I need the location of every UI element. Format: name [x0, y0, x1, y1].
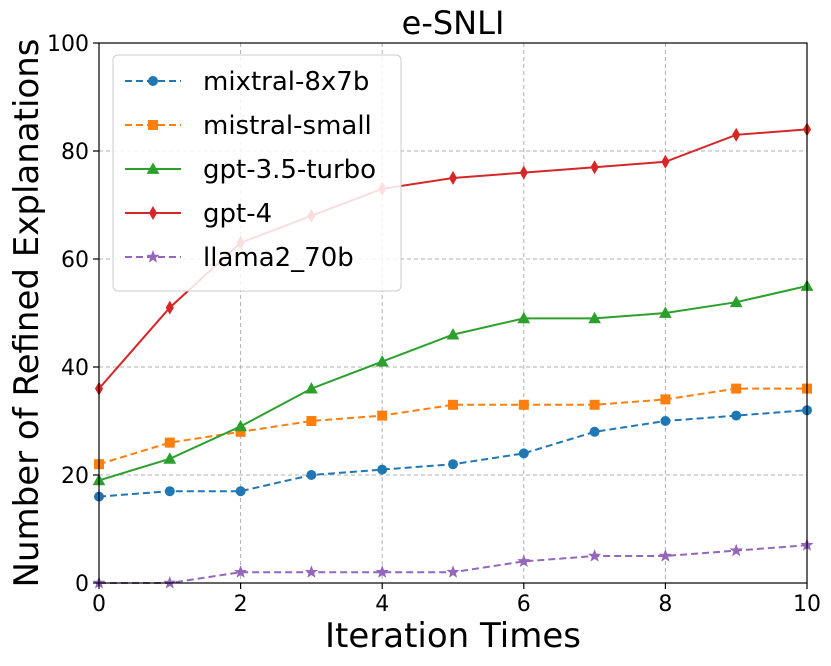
legend-box [112, 54, 402, 292]
series-gpt-3.5-turbo [92, 279, 814, 486]
data-point [164, 486, 175, 497]
y-tick-label: 20 [61, 464, 89, 489]
data-point [375, 355, 389, 367]
legend-item: mixtral-8x7b [125, 67, 369, 97]
data-point [517, 554, 531, 568]
data-point [448, 399, 458, 410]
data-point [304, 565, 318, 578]
data-point [234, 565, 248, 578]
data-point [518, 448, 529, 459]
legend-marker [148, 206, 158, 220]
data-point [732, 127, 741, 142]
y-tick-label: 80 [61, 140, 89, 165]
x-tick-label: 2 [234, 592, 248, 617]
series-line [98, 387, 807, 466]
data-point [729, 295, 743, 308]
data-point [377, 464, 388, 475]
data-point [731, 410, 742, 421]
data-point [519, 165, 528, 180]
data-point [660, 394, 671, 405]
data-point [660, 416, 671, 426]
data-point [164, 437, 175, 448]
chart-title: e-SNLI [402, 4, 505, 42]
data-point [661, 154, 670, 169]
x-tick-label: 10 [793, 592, 821, 617]
data-point [658, 549, 672, 562]
x-axis-label: Iteration Times [325, 616, 581, 656]
legend-marker [146, 250, 160, 263]
data-point [377, 410, 388, 421]
y-tick-label: 40 [61, 356, 89, 381]
series-line [99, 544, 808, 584]
series-mistral-small [94, 383, 812, 470]
legend-item: gpt-4 [125, 199, 272, 229]
data-point [588, 549, 602, 562]
data-point [448, 459, 458, 470]
series-line [98, 285, 808, 482]
legend-marker [148, 76, 158, 86]
legend-label: mistral-small [203, 111, 372, 141]
data-point [446, 565, 460, 578]
legend-label: gpt-4 [203, 199, 272, 229]
plot-frame [98, 42, 808, 584]
data-point [518, 399, 529, 410]
data-point [234, 419, 247, 432]
legend-item: llama2_70b [125, 243, 354, 273]
legend-marker [146, 162, 160, 174]
series-line [98, 409, 808, 498]
data-point [659, 306, 672, 318]
x-tick-label: 8 [658, 592, 672, 617]
data-point [306, 470, 317, 480]
data-point [448, 171, 458, 185]
x-tick-label: 0 [92, 592, 106, 617]
x-tick-label: 4 [375, 592, 389, 617]
legend-item: mistral-small [125, 111, 372, 141]
legend-label: gpt-3.5-turbo [203, 155, 376, 185]
legend-marker [148, 120, 158, 130]
data-point [589, 426, 600, 437]
data-point [590, 160, 599, 175]
data-point [517, 311, 531, 324]
data-point [165, 300, 174, 315]
legend-label: mixtral-8x7b [203, 67, 369, 97]
y-axis-label: Number of Refined Explanations [7, 39, 47, 588]
x-tick-label: 6 [517, 592, 531, 617]
series-llama2_70b [92, 538, 814, 589]
data-point [306, 416, 317, 426]
y-tick-label: 60 [61, 248, 89, 273]
legend: mixtral-8x7b mistral-small gpt-3.5-turbo gp… [112, 54, 402, 292]
data-point [589, 399, 600, 410]
data-point [588, 311, 601, 324]
y-tick-label: 0 [75, 572, 89, 597]
legend-item: gpt-3.5-turbo [125, 155, 376, 185]
data-point [729, 543, 743, 557]
data-point [731, 383, 742, 394]
data-point [446, 328, 460, 340]
y-tick-label: 100 [47, 32, 89, 57]
data-point [305, 382, 318, 394]
data-point [375, 565, 389, 578]
data-point [235, 486, 246, 497]
series-mixtral-8x7b [94, 405, 812, 502]
data-point [163, 452, 177, 464]
legend-label: llama2_70b [203, 243, 354, 273]
